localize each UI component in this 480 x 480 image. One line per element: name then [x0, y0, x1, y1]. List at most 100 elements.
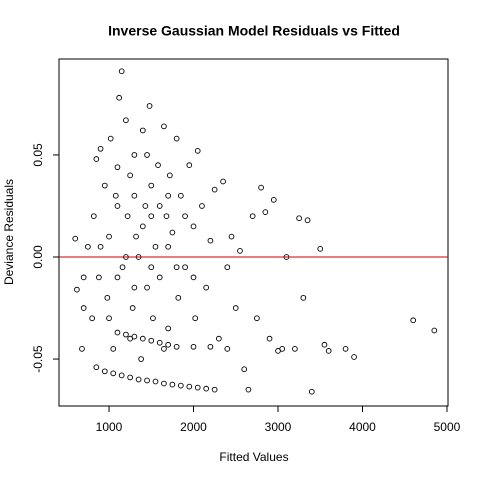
point: [97, 243, 104, 250]
point: [228, 233, 235, 240]
point: [131, 284, 138, 291]
point: [127, 374, 133, 381]
point: [146, 103, 153, 109]
point: [177, 382, 184, 389]
point: [190, 343, 197, 350]
point: [308, 388, 315, 395]
point: [106, 315, 112, 322]
point: [207, 237, 214, 244]
point: [80, 274, 87, 281]
point: [163, 213, 170, 220]
point: [169, 381, 176, 388]
point: [224, 264, 231, 271]
point: [161, 345, 167, 352]
point: [72, 235, 79, 242]
point: [104, 294, 111, 301]
point: [107, 135, 114, 142]
point: [431, 327, 438, 334]
point: [124, 213, 131, 220]
point: [80, 305, 87, 311]
point: [135, 376, 142, 383]
point: [150, 315, 156, 322]
point: [186, 383, 193, 390]
x-axis-label: Fitted Values: [219, 450, 288, 464]
point: [182, 213, 188, 220]
point: [262, 209, 269, 215]
point: [194, 148, 201, 154]
point: [220, 178, 226, 185]
x-tick-label: 2000: [180, 420, 207, 434]
point: [317, 245, 324, 252]
point: [93, 156, 100, 162]
point: [351, 354, 357, 360]
point: [148, 337, 155, 344]
point: [292, 345, 298, 352]
point: [155, 162, 161, 168]
plot-frame: [58, 58, 449, 407]
point: [101, 182, 108, 189]
point: [139, 223, 146, 230]
point: [112, 192, 119, 199]
point: [123, 331, 129, 338]
point: [410, 317, 417, 324]
point: [296, 215, 302, 222]
point: [106, 233, 112, 240]
point: [177, 192, 184, 199]
point: [192, 315, 199, 322]
point: [207, 343, 214, 350]
point: [139, 127, 146, 134]
point: [304, 217, 311, 224]
point: [203, 385, 210, 392]
point: [144, 377, 150, 384]
point: [190, 223, 197, 230]
point: [342, 345, 349, 352]
point: [148, 264, 155, 271]
point: [266, 335, 273, 342]
x-tick-label: 4000: [349, 420, 376, 434]
point: [139, 335, 146, 342]
point: [97, 145, 104, 152]
point: [173, 343, 180, 350]
y-tick-label: 0.00: [31, 245, 45, 269]
point: [325, 348, 332, 354]
point: [182, 264, 188, 271]
point: [116, 94, 123, 101]
point: [114, 329, 121, 336]
x-tick-label: 5000: [434, 420, 461, 434]
point: [96, 274, 102, 281]
chart-title: Inverse Gaussian Model Residuals vs Fitt…: [108, 23, 400, 39]
point: [138, 356, 144, 362]
point: [167, 172, 173, 179]
point: [123, 117, 129, 124]
point: [118, 372, 125, 379]
point: [186, 162, 193, 168]
y-axis-label: Deviance Residuals: [2, 179, 16, 285]
point: [270, 196, 277, 203]
point: [211, 386, 218, 393]
point: [114, 203, 121, 209]
x-tick-label: 1000: [96, 420, 123, 434]
point: [279, 345, 286, 352]
point: [300, 294, 307, 301]
point: [161, 123, 167, 130]
point: [148, 213, 155, 220]
point: [156, 274, 163, 281]
point: [101, 368, 108, 375]
point: [114, 274, 121, 281]
point: [173, 264, 180, 271]
point: [232, 305, 239, 311]
x-tick-label: 3000: [265, 420, 292, 434]
point: [156, 203, 163, 209]
point: [175, 294, 182, 301]
point: [144, 152, 150, 158]
point: [131, 192, 138, 199]
point: [249, 213, 256, 220]
point: [93, 364, 100, 371]
point: [133, 233, 139, 240]
point: [114, 164, 121, 171]
point: [148, 182, 155, 189]
point: [173, 135, 180, 142]
point: [254, 315, 260, 322]
